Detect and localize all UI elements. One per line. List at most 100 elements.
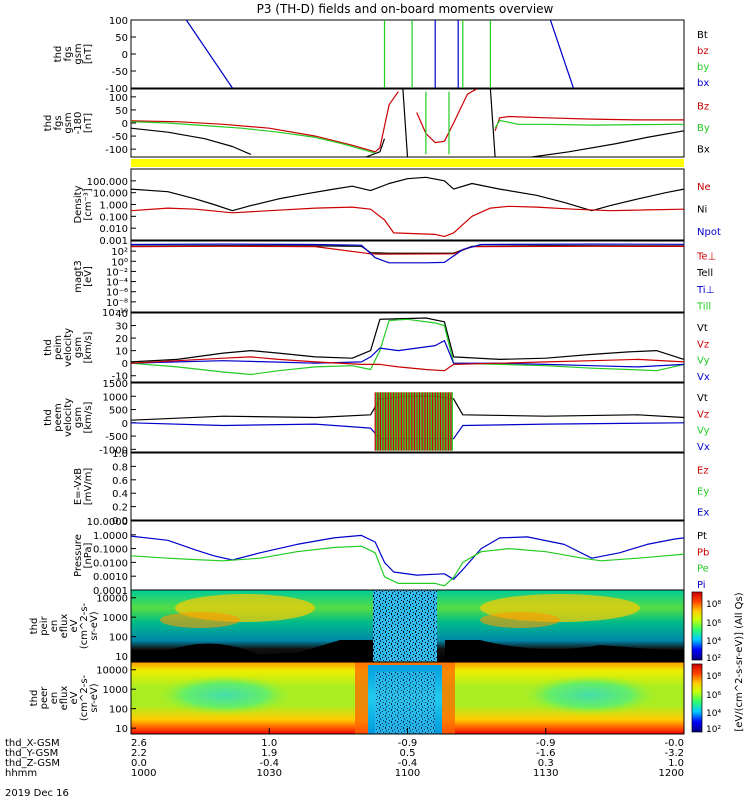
colorbar-tick: 10⁸ xyxy=(706,672,721,682)
y-tick-label: 0 xyxy=(122,50,128,61)
y-tick-label: 0.2 xyxy=(112,503,128,514)
legend-Te⊥: Te⊥ xyxy=(696,251,716,262)
date-label: 2019 Dec 16 xyxy=(5,788,69,799)
y-axis-label: [nPa] xyxy=(83,542,94,568)
legend-Pb: Pb xyxy=(697,547,709,558)
legend-Vz: Vz xyxy=(697,339,709,350)
series-Ti⊥ xyxy=(130,243,685,264)
y-axis-label: thd xyxy=(43,409,54,426)
y-tick-label: -50 xyxy=(112,132,128,143)
ephemeris-value: -0.4 xyxy=(398,758,418,769)
legend-Ti⊥: Ti⊥ xyxy=(696,285,714,296)
y-tick-label: 0.4 xyxy=(112,489,128,500)
y-tick-label: 100 xyxy=(109,705,128,716)
legend-Ey: Ey xyxy=(697,487,709,498)
ephemeris-value: 1030 xyxy=(257,768,282,779)
y-tick-label: 0 xyxy=(122,119,128,130)
legend-by: by xyxy=(697,62,709,73)
y-axis-label: [mV/m] xyxy=(83,468,94,506)
y-tick-label: 0.8 xyxy=(112,462,128,473)
y-tick-label: -1000 xyxy=(99,445,128,456)
y-axis-label: eflux xyxy=(59,686,70,711)
panel-peer_eflux: 10000 1000 100 10 thd peer en eflux eV (cm^2-s-sr… xyxy=(29,666,136,735)
legend-Ne: Ne xyxy=(697,182,711,193)
colorbar-label: [eV/(cm^2-s-sr-eV)] (All Qs) xyxy=(734,592,745,731)
y-tick-label: 10.000 xyxy=(93,189,128,200)
y-axis-label: Density xyxy=(73,185,84,223)
y-tick-label: 0.6 xyxy=(112,476,128,487)
legend-Vt: Vt xyxy=(697,323,708,334)
y-tick-label: 10⁻⁶ xyxy=(106,288,128,299)
colorbar-tick: 10² xyxy=(706,725,721,735)
y-tick-label: 0.100 xyxy=(99,212,128,223)
y-tick-label: -50 xyxy=(112,67,128,78)
y-axis-label: thd xyxy=(29,618,40,635)
y-axis-label: Pressure xyxy=(73,534,84,577)
y-tick-label: 10⁻⁴ xyxy=(106,278,128,289)
y-tick-label: 1000 xyxy=(103,392,128,403)
y-tick-label: 40 xyxy=(115,309,128,320)
ephemeris-value: 2.6 xyxy=(131,738,147,749)
legend-Pi: Pi xyxy=(697,580,706,591)
legend-Pe: Pe xyxy=(697,564,709,575)
y-axis-label: peer xyxy=(39,686,50,710)
ephemeris-value: 1000 xyxy=(131,768,156,779)
y-tick-label: 10⁻⁸ xyxy=(106,298,128,309)
y-axis-label: eV xyxy=(69,619,80,632)
y-tick-label: 0.0100 xyxy=(93,558,128,569)
panel-peir_eflux: 10000 1000 100 10 thd peir en eflux eV (cm^2-s-sr… xyxy=(29,594,136,663)
series-Ne xyxy=(130,205,685,237)
y-tick-label: 10 xyxy=(115,724,128,735)
y-axis-label: peir xyxy=(39,615,50,635)
legend-Vt: Vt xyxy=(697,393,708,404)
series-Pi xyxy=(130,534,685,580)
y-tick-label: 50 xyxy=(115,106,128,117)
legend-Vz: Vz xyxy=(697,409,709,420)
series-Vy xyxy=(130,318,685,376)
y-axis-label: (cm^2-s- xyxy=(79,602,90,649)
y-axis-label: thd xyxy=(29,690,40,707)
series-Vz xyxy=(130,356,685,372)
y-tick-label: 10⁻² xyxy=(106,267,128,278)
y-tick-label: 10⁻¹⁰ xyxy=(102,308,128,319)
y-axis-label: thd xyxy=(53,46,64,63)
y-tick-label: 100 xyxy=(109,16,128,27)
y-axis-label: eV xyxy=(69,691,80,704)
series-Pe xyxy=(130,545,685,587)
ephemeris-value: -0.9 xyxy=(398,738,418,749)
series-Bz xyxy=(130,88,684,153)
y-tick-label: -500 xyxy=(105,432,128,443)
series-by xyxy=(383,20,491,88)
panel-frame xyxy=(130,240,685,313)
ephemeris-value: -0.0 xyxy=(664,738,684,749)
y-tick-label: 100.000 xyxy=(87,177,128,188)
y-tick-label: 1000 xyxy=(103,613,128,624)
y-tick-label: -10 xyxy=(112,372,128,383)
y-axis-label: gsm xyxy=(73,407,84,428)
ephemeris-value: 0.5 xyxy=(400,748,416,759)
ephemeris-value: 1.0 xyxy=(668,758,684,769)
y-tick-label: 100 xyxy=(109,93,128,104)
ephemeris-value: 0.0 xyxy=(131,758,147,769)
plot-title: P3 (TH-D) fields and on-board moments ov… xyxy=(257,2,554,16)
legend-Till: Till xyxy=(696,302,711,313)
series-bx xyxy=(185,19,574,89)
y-axis-label: [km/s] xyxy=(83,401,94,433)
ephemeris-label: thd_X-GSM xyxy=(5,738,60,749)
ephemeris-value: -0.9 xyxy=(536,738,556,749)
y-axis-label: thd xyxy=(43,115,54,132)
y-axis-label: (cm^2-s- xyxy=(79,674,90,721)
colorbar-ticks: 10⁸ 10⁶ 10⁴ 10² 10⁸ 10⁶ 10⁴ 10² xyxy=(706,600,721,735)
y-tick-label: 10² xyxy=(111,247,128,258)
y-tick-label: 0.001 xyxy=(99,236,128,247)
panel-pressure: 10.0000 1.0000 0.1000 0.0100 0.0010 0.0001 Pre… xyxy=(73,517,709,597)
y-tick-label: 500 xyxy=(109,406,128,417)
y-axis-label: gsm xyxy=(73,43,84,64)
ephemeris-label: thd_Y-GSM xyxy=(5,748,58,759)
y-axis-label: fgs xyxy=(53,115,64,130)
y-tick-label: 1000 xyxy=(103,685,128,696)
series-By xyxy=(130,91,685,155)
panel-fgs: 100 50 0 -50 -100 thd fgs gsm [nT] Bt bz by bx xyxy=(53,16,709,95)
